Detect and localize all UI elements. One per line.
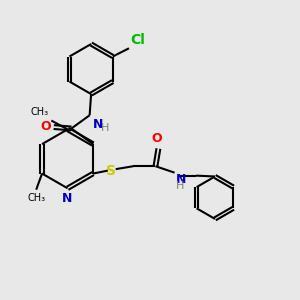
Text: H: H: [176, 181, 184, 191]
Text: N: N: [62, 192, 73, 205]
Text: N: N: [176, 173, 187, 186]
Text: S: S: [106, 164, 116, 178]
Text: H: H: [101, 124, 109, 134]
Text: N: N: [93, 118, 103, 130]
Text: CH₃: CH₃: [31, 107, 49, 117]
Text: O: O: [152, 132, 162, 145]
Text: O: O: [40, 120, 51, 133]
Text: Cl: Cl: [130, 33, 145, 47]
Text: CH₃: CH₃: [27, 193, 45, 203]
